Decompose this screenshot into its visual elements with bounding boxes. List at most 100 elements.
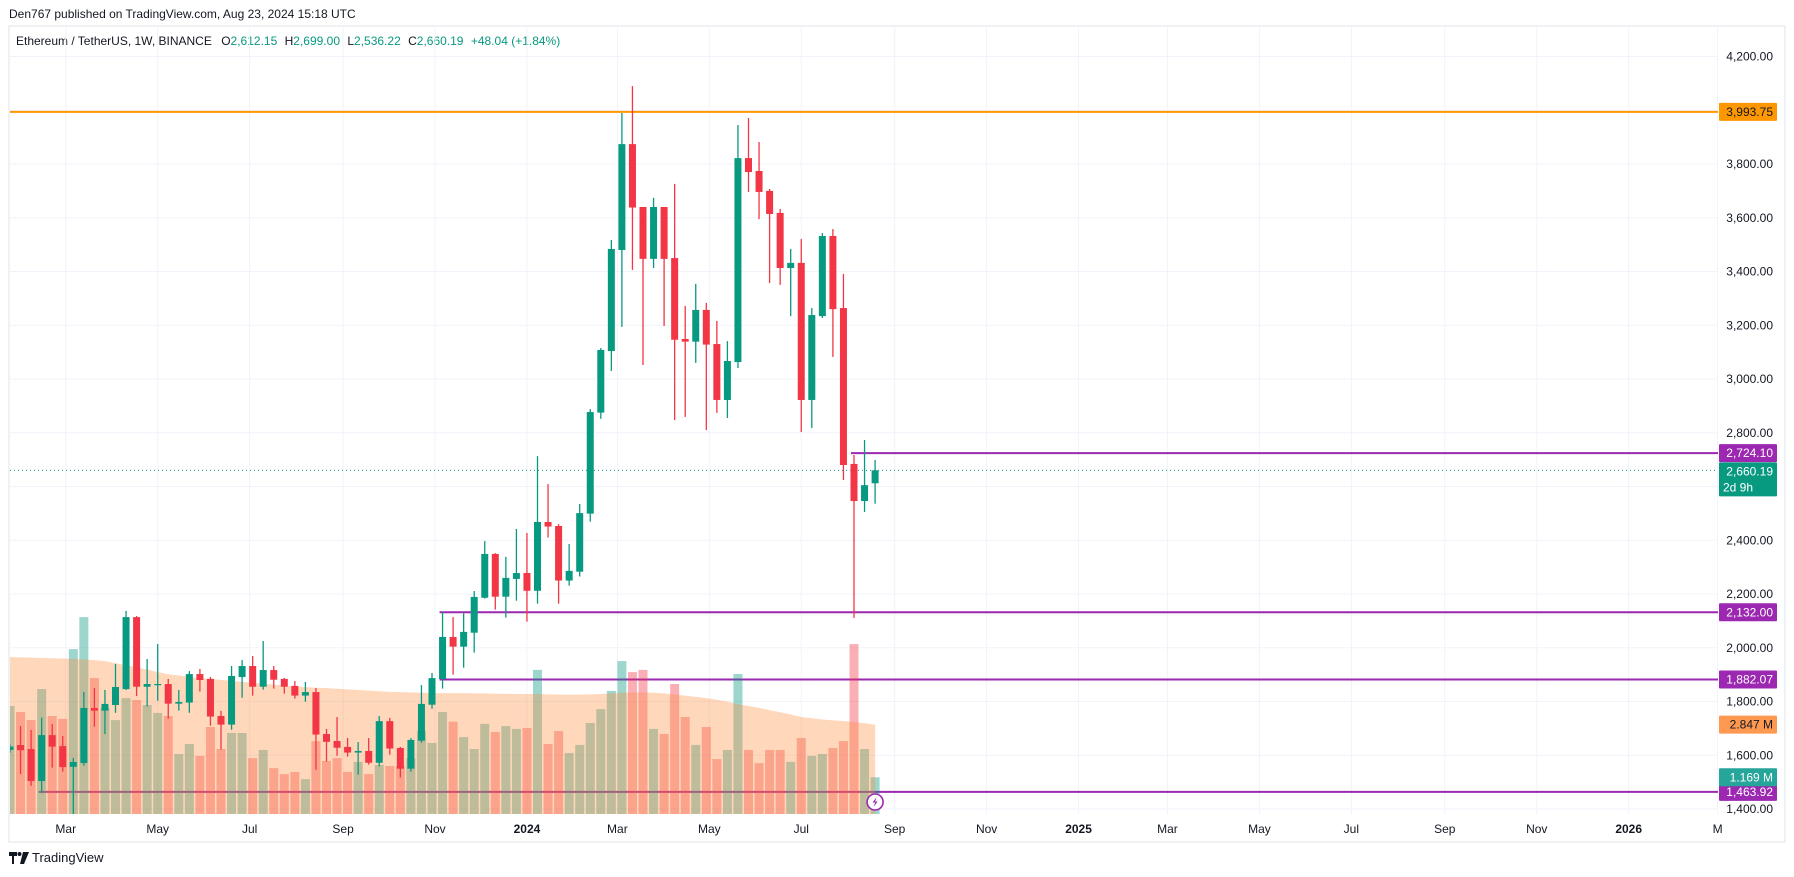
candle-body[interactable] bbox=[90, 707, 98, 711]
candle-body[interactable] bbox=[206, 678, 214, 717]
volume-bar bbox=[216, 749, 226, 814]
candle-body[interactable] bbox=[101, 703, 109, 711]
candle-body[interactable] bbox=[692, 309, 700, 342]
candle-body[interactable] bbox=[650, 207, 658, 259]
volume-bar bbox=[775, 749, 785, 814]
candle-body[interactable] bbox=[734, 158, 742, 363]
candle-body[interactable] bbox=[301, 692, 309, 696]
candle-body[interactable] bbox=[586, 412, 594, 514]
last-price-badge-bg bbox=[1719, 462, 1777, 497]
candle-body[interactable] bbox=[470, 596, 478, 633]
candle-body[interactable] bbox=[713, 344, 721, 400]
price-tick-label: 2,800.00 bbox=[1726, 426, 1773, 440]
candle-body[interactable] bbox=[460, 631, 468, 647]
candle-body[interactable] bbox=[628, 144, 636, 208]
candle-body[interactable] bbox=[323, 734, 330, 742]
candle-body[interactable] bbox=[481, 553, 489, 598]
candle-body[interactable] bbox=[228, 675, 236, 725]
candle-body[interactable] bbox=[607, 248, 615, 352]
candle-body[interactable] bbox=[386, 721, 394, 749]
candle-body[interactable] bbox=[312, 692, 320, 735]
volume-bar bbox=[796, 738, 806, 814]
candle-body[interactable] bbox=[829, 236, 837, 310]
volume-bar bbox=[733, 673, 743, 814]
candle-body[interactable] bbox=[871, 470, 879, 484]
candle-body[interactable] bbox=[38, 735, 46, 782]
candle-body[interactable] bbox=[766, 190, 774, 214]
candle-body[interactable] bbox=[512, 573, 520, 579]
candle-body[interactable] bbox=[333, 741, 341, 748]
price-tick-label: 4,200.00 bbox=[1726, 50, 1773, 64]
candle-body[interactable] bbox=[702, 309, 710, 345]
candle-body[interactable] bbox=[544, 521, 552, 527]
candle-body[interactable] bbox=[133, 617, 141, 687]
candle-body[interactable] bbox=[238, 666, 246, 678]
candle-body[interactable] bbox=[576, 513, 584, 572]
candle-body[interactable] bbox=[565, 570, 573, 581]
candle-body[interactable] bbox=[639, 207, 647, 259]
candle-body[interactable] bbox=[428, 678, 436, 705]
candle-body[interactable] bbox=[59, 746, 67, 768]
candle-body[interactable] bbox=[143, 684, 151, 687]
candle-body[interactable] bbox=[270, 670, 278, 680]
candle-body[interactable] bbox=[818, 236, 826, 317]
lightning-icon[interactable] bbox=[866, 793, 884, 811]
candle-body[interactable] bbox=[122, 617, 130, 690]
candle-body[interactable] bbox=[112, 686, 119, 705]
candle-body[interactable] bbox=[671, 258, 679, 340]
candle-body[interactable] bbox=[449, 637, 457, 647]
candle-body[interactable] bbox=[259, 670, 267, 687]
volume-bar bbox=[111, 720, 120, 814]
candle-body[interactable] bbox=[597, 349, 605, 413]
candle-body[interactable] bbox=[407, 739, 415, 769]
candle-body[interactable] bbox=[27, 749, 35, 782]
candle-body[interactable] bbox=[217, 716, 225, 725]
candle-body[interactable] bbox=[723, 360, 731, 400]
candle-body[interactable] bbox=[555, 526, 563, 581]
candle-body[interactable] bbox=[491, 553, 499, 597]
candle-body[interactable] bbox=[69, 761, 77, 767]
candle-body[interactable] bbox=[7, 746, 14, 750]
candle-body[interactable] bbox=[861, 485, 869, 502]
candle-body[interactable] bbox=[185, 674, 193, 703]
candle-body[interactable] bbox=[850, 463, 858, 502]
candle-body[interactable] bbox=[502, 577, 510, 597]
candle-body[interactable] bbox=[755, 170, 763, 192]
candle-body[interactable] bbox=[365, 750, 373, 763]
candle-body[interactable] bbox=[396, 747, 404, 769]
candle-body[interactable] bbox=[344, 746, 352, 753]
symbol-title[interactable]: Ethereum / TetherUS, 1W, BINANCE bbox=[16, 34, 212, 48]
candle-body[interactable] bbox=[80, 707, 88, 764]
candle-body[interactable] bbox=[523, 573, 531, 591]
time-axis[interactable]: Mar May Jul Sep Nov 2024 Mar May Jul Sep Nov 2025 Ma… bbox=[55, 822, 1722, 836]
candle-body[interactable] bbox=[417, 703, 425, 741]
candle-body[interactable] bbox=[660, 207, 668, 259]
level-badge-bg bbox=[1719, 102, 1777, 121]
candle-body[interactable] bbox=[175, 702, 183, 704]
candle-body[interactable] bbox=[618, 144, 626, 250]
candle-body[interactable] bbox=[375, 721, 383, 763]
candle-body[interactable] bbox=[797, 262, 805, 400]
candle-body[interactable] bbox=[164, 684, 172, 704]
volume-bar bbox=[438, 711, 448, 814]
candle-body[interactable] bbox=[439, 637, 447, 679]
price-axis[interactable]: 4,200.00 3,800.00 3,600.00 3,400.00 3,200.00… bbox=[1726, 50, 1773, 817]
volume-bar bbox=[132, 700, 142, 814]
volume-bar bbox=[659, 733, 669, 814]
candle-body[interactable] bbox=[196, 674, 204, 680]
candle-body[interactable] bbox=[48, 735, 56, 747]
candle-body[interactable] bbox=[354, 750, 362, 753]
candle-body[interactable] bbox=[681, 338, 689, 342]
candle-body[interactable] bbox=[154, 684, 162, 686]
candle-body[interactable] bbox=[808, 315, 816, 400]
candle-body[interactable] bbox=[776, 212, 784, 269]
candle-body[interactable] bbox=[534, 521, 541, 591]
candle-body[interactable] bbox=[280, 678, 288, 687]
candle-body[interactable] bbox=[745, 158, 752, 173]
candle-body[interactable] bbox=[839, 308, 847, 465]
candle-body[interactable] bbox=[291, 685, 299, 696]
candle-body[interactable] bbox=[249, 666, 257, 687]
candle-body[interactable] bbox=[17, 745, 25, 751]
candle-body[interactable] bbox=[787, 262, 795, 269]
